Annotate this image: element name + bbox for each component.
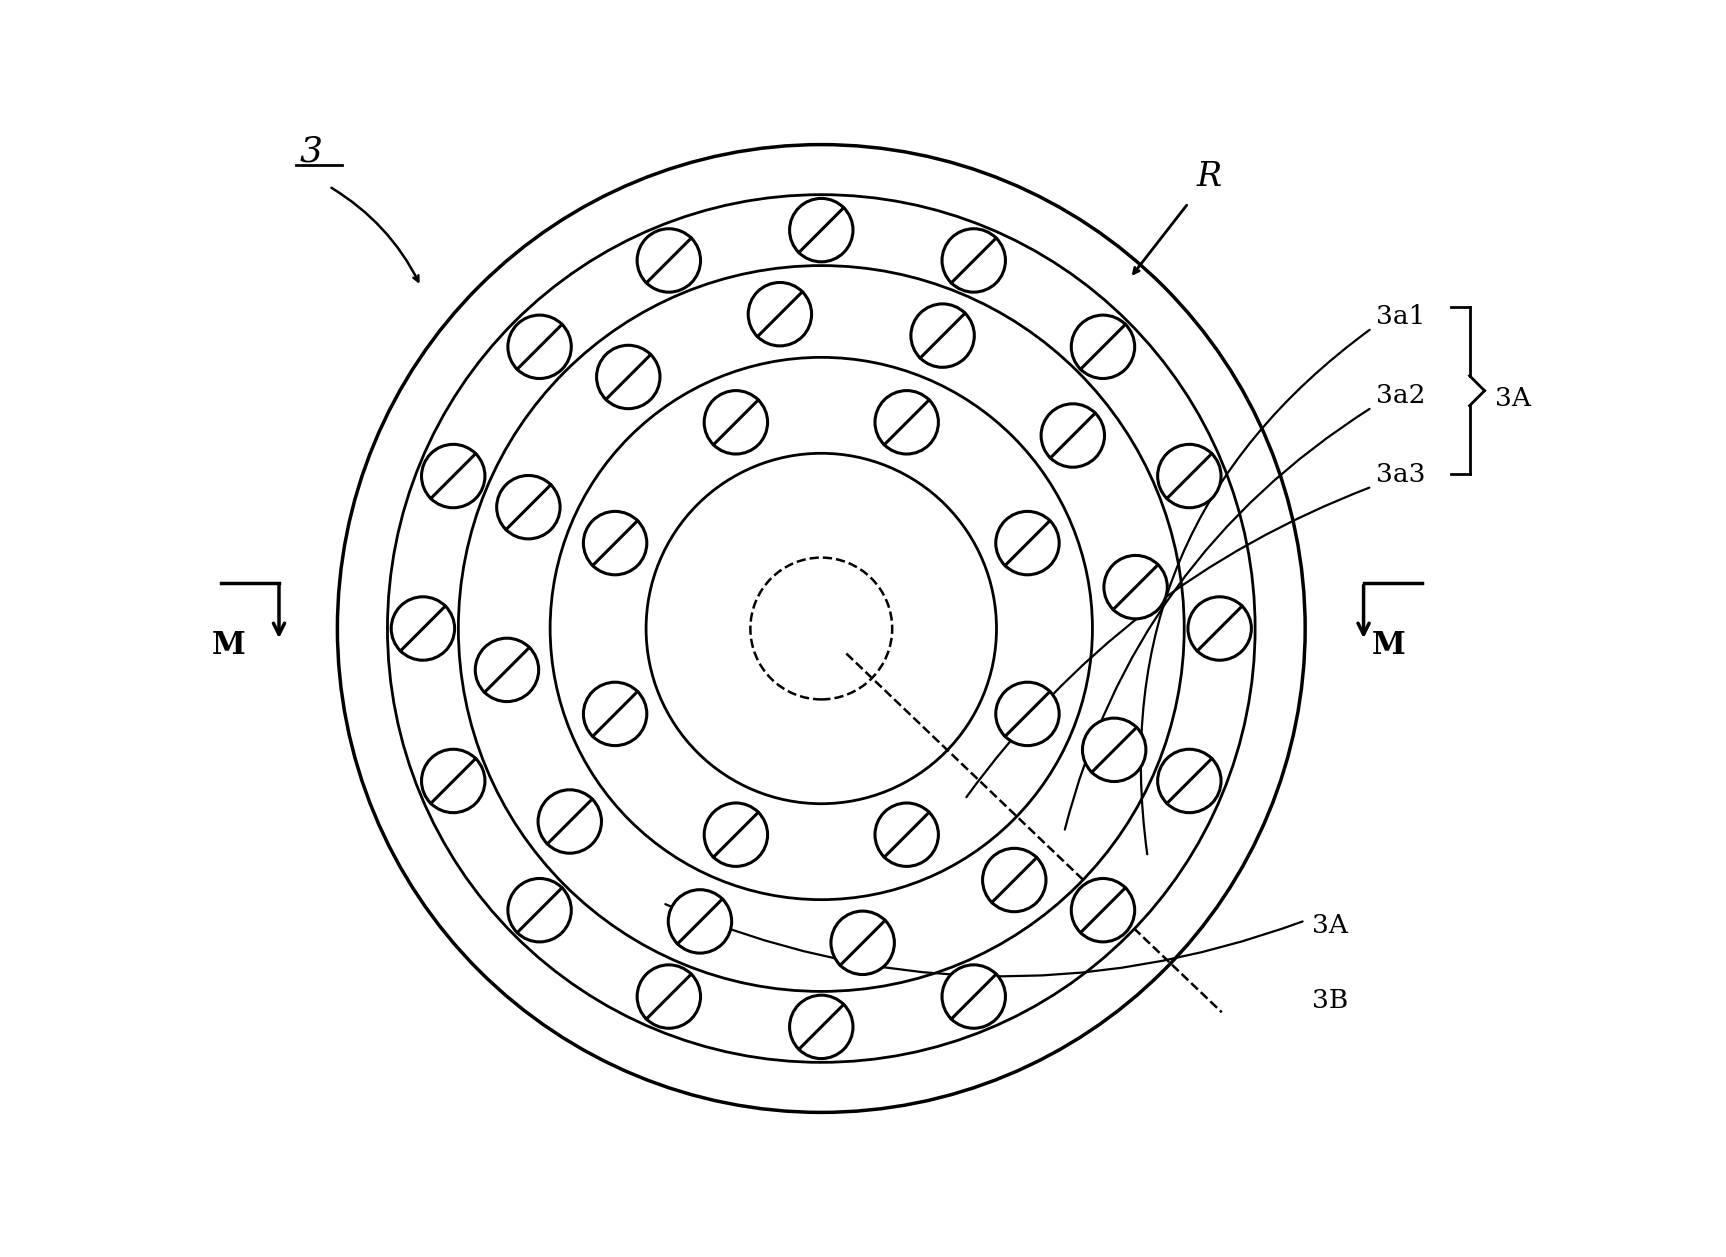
Text: 3a3: 3a3 (1376, 463, 1426, 488)
Text: 3a1: 3a1 (1376, 304, 1426, 329)
Circle shape (982, 848, 1046, 911)
Circle shape (1072, 316, 1134, 378)
Circle shape (637, 965, 701, 1028)
Text: 3a2: 3a2 (1376, 383, 1426, 409)
Text: 3A: 3A (1312, 913, 1348, 938)
Circle shape (1082, 718, 1146, 782)
Circle shape (475, 639, 539, 701)
Circle shape (583, 683, 647, 745)
Circle shape (597, 346, 659, 409)
Circle shape (911, 304, 973, 367)
Circle shape (875, 803, 939, 866)
Circle shape (392, 597, 454, 660)
Circle shape (747, 283, 811, 346)
Circle shape (668, 890, 732, 953)
Text: M: M (212, 630, 247, 660)
Text: M: M (1372, 630, 1405, 660)
Circle shape (507, 316, 571, 378)
Circle shape (830, 911, 894, 974)
Text: 3B: 3B (1312, 988, 1348, 1013)
Text: 3A: 3A (1495, 386, 1531, 411)
Circle shape (704, 803, 768, 866)
Circle shape (1105, 556, 1167, 618)
Circle shape (539, 789, 601, 854)
Circle shape (942, 229, 1006, 292)
Circle shape (1041, 403, 1105, 468)
Circle shape (942, 965, 1006, 1028)
Circle shape (421, 749, 485, 813)
Circle shape (704, 391, 768, 454)
Circle shape (497, 475, 561, 539)
Text: 3: 3 (300, 134, 323, 168)
Circle shape (421, 444, 485, 508)
Circle shape (875, 391, 939, 454)
Circle shape (1158, 444, 1220, 508)
Circle shape (789, 199, 853, 261)
Circle shape (1187, 597, 1251, 660)
Circle shape (1158, 749, 1220, 813)
Circle shape (507, 879, 571, 941)
Circle shape (789, 996, 853, 1058)
Circle shape (1072, 879, 1134, 941)
Circle shape (637, 229, 701, 292)
Text: R: R (1196, 161, 1222, 194)
Circle shape (996, 512, 1060, 574)
Circle shape (583, 512, 647, 574)
Circle shape (996, 683, 1060, 745)
